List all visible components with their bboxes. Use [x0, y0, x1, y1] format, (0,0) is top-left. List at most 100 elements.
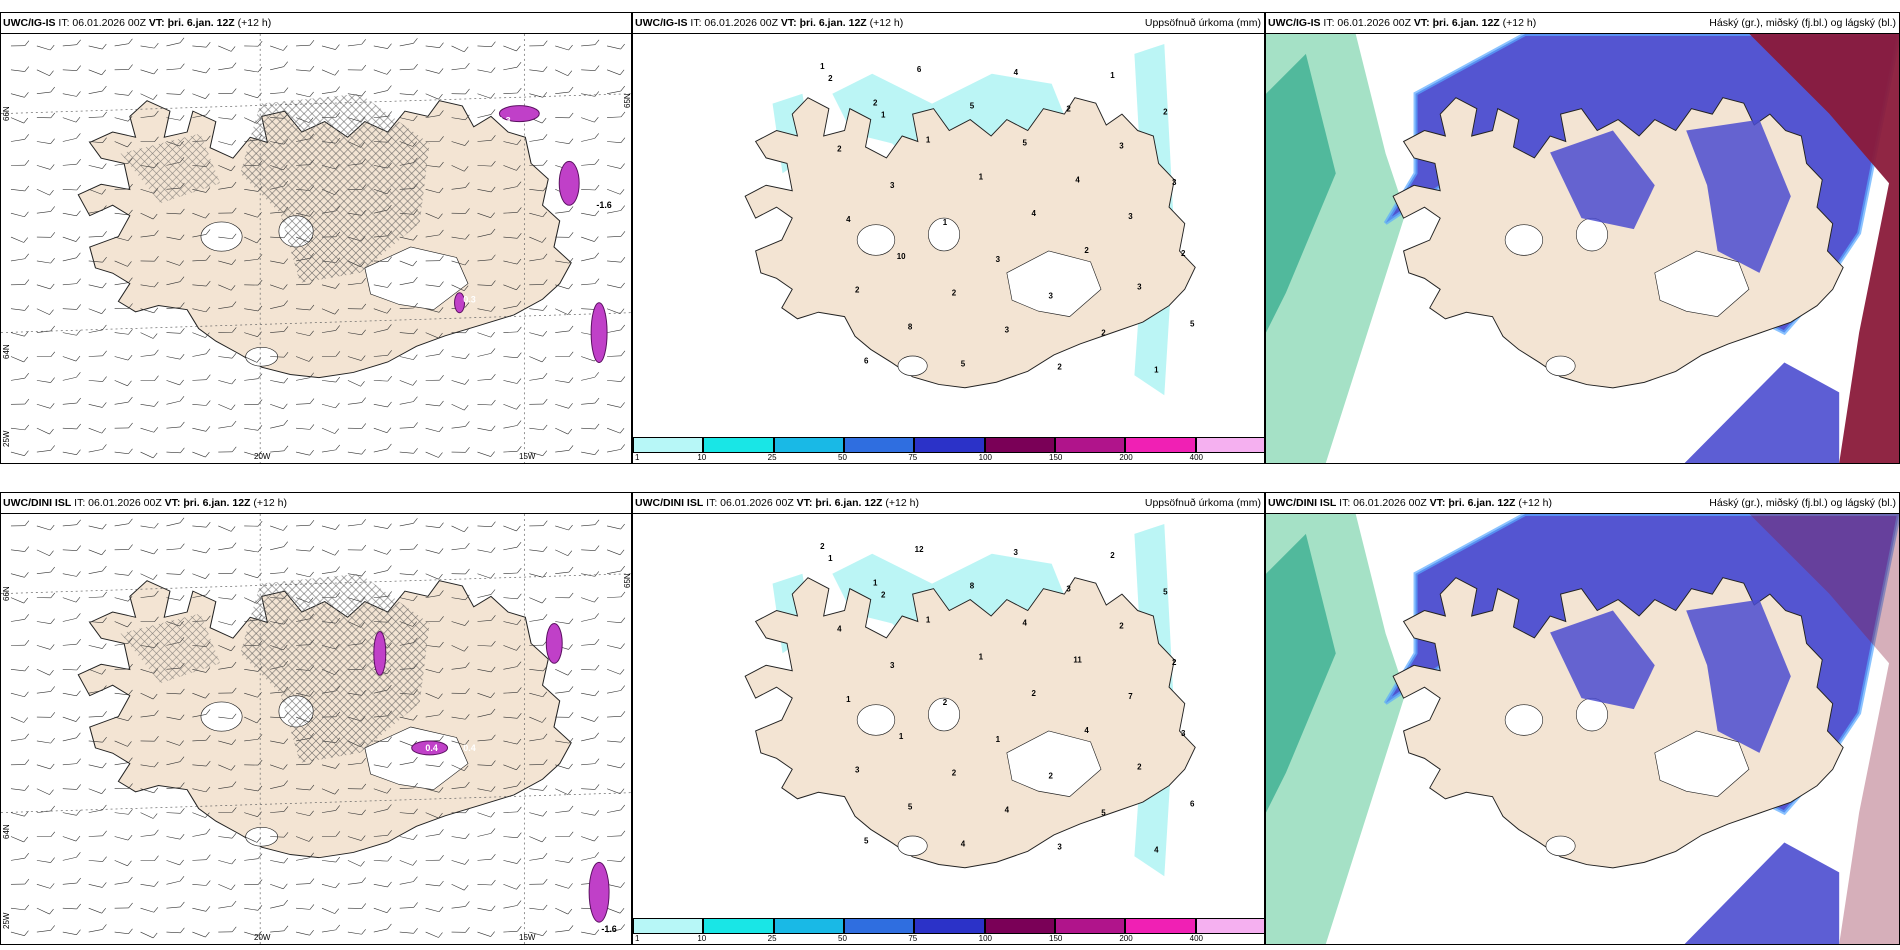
wind-barb: [88, 308, 106, 314]
glacier-hofsjokull: [927, 217, 961, 252]
wind-barb: [114, 38, 133, 47]
wind-barb: [88, 350, 107, 357]
lat-label-66n: 66N: [2, 106, 11, 121]
wind-barb: [399, 380, 417, 386]
glacier-myrdalsjokull: [1545, 355, 1576, 377]
wind-barb: [451, 234, 470, 240]
wind-barb: [477, 905, 496, 912]
mid-cloud-over-land-east: [1686, 119, 1791, 273]
wind-barb: [114, 876, 133, 885]
wind-barb: [296, 520, 315, 527]
map-clouds[interactable]: [1266, 514, 1899, 944]
wind-barb: [88, 69, 106, 76]
glacier-vatnajokull: [1006, 250, 1102, 317]
wind-barb: [425, 110, 444, 118]
wind-barb: [425, 854, 444, 861]
wind-barb: [114, 809, 133, 815]
wind-barb: [62, 664, 81, 671]
wind-barb: [36, 644, 55, 650]
wind-barb: [36, 883, 55, 889]
wind-barb: [607, 856, 626, 862]
wind-barb: [425, 93, 443, 100]
map-precip[interactable]: 1 2 1 1 4 2 3 5 6 6 5 5 4 3 2 2 8 5 4 2 3 3 4 10 2 3 2 1 2 2 3 1 3 3 2 1 2 1: [633, 34, 1264, 435]
wind-barb: [529, 211, 548, 218]
wind-barb: [425, 812, 443, 819]
wind-barb: [503, 403, 521, 410]
wind-barb: [10, 134, 29, 142]
wind-barb: [88, 549, 106, 556]
wind-barb: [218, 446, 237, 453]
lat-label-65n-right: 65N: [623, 93, 632, 108]
wind-barb: [477, 228, 496, 238]
wind-barb: [296, 40, 315, 47]
wind-barb: [218, 165, 236, 172]
wind-barb: [477, 425, 496, 432]
wind-barb: [36, 283, 55, 290]
wind-barb: [218, 781, 237, 790]
precip-value-label: 3: [1048, 292, 1053, 301]
wind-barb: [373, 762, 392, 768]
wind-barb: [218, 764, 236, 771]
wind-barb: [451, 884, 469, 891]
wind-barb: [244, 254, 263, 262]
precip-value-label: 6: [917, 65, 922, 74]
wind-barb: [555, 377, 574, 383]
wind-barb: [607, 830, 626, 837]
wind-barb: [36, 112, 56, 119]
wind-barb: [114, 740, 132, 747]
wind-barb: [425, 787, 444, 793]
glacier-hofsjokull: [927, 697, 961, 732]
wind-barb: [140, 401, 159, 407]
colorbar-swatch: [703, 918, 774, 934]
wind-barb: [425, 692, 443, 699]
wind-barb: [529, 878, 548, 885]
wind-barb: [321, 788, 340, 795]
map-wind-icing[interactable]: -1.6 0.3 0.3: [1, 34, 631, 463]
wind-barb: [10, 904, 30, 911]
wind-barb: [503, 738, 522, 745]
wind-barb: [244, 879, 263, 885]
wind-barb: [606, 907, 625, 914]
icing-label: 0.3: [498, 116, 510, 126]
wind-barb: [244, 785, 263, 792]
precip-value-label: 4: [1014, 68, 1019, 77]
wind-barb: [606, 188, 625, 195]
wind-barb: [62, 236, 81, 242]
map-precip[interactable]: 2 1 1 1 2 4 2 6 5 12 8 4 11 7 3 3 5 4 3 3 2 2 1 1 2 4 3 2 5 4 3 2 1 2 5 4 1 2: [633, 514, 1264, 916]
wind-barb: [166, 353, 185, 360]
wind-barb: [114, 715, 133, 721]
wind-barb: [192, 786, 211, 793]
wind-barb: [373, 256, 392, 262]
iceland-landmass: [1392, 97, 1844, 389]
precip-value-label: 4: [1075, 175, 1080, 184]
wind-barb: [425, 400, 444, 407]
wind-barb: [62, 184, 81, 191]
wind-barb: [36, 592, 56, 599]
wind-barb: [140, 881, 159, 887]
wind-barb: [10, 639, 30, 646]
mid-cloud-south: [1684, 842, 1840, 944]
wind-barb: [503, 45, 521, 52]
glacier-langjokull: [200, 221, 243, 252]
wind-barb: [114, 783, 133, 790]
wind-barb: [425, 906, 444, 913]
colorbar-label: 50: [838, 934, 847, 943]
wind-barb: [192, 306, 211, 313]
wind-barb: [192, 348, 211, 357]
iceland-landmass: [744, 577, 1196, 869]
map-wind-icing[interactable]: -1.6 0.4 0.4: [1, 514, 631, 944]
panel-title: Háský (gr.), miðský (fj.bl.) og lágský (…: [1709, 497, 1896, 509]
mid-cloud-over-land: [1550, 610, 1655, 710]
wind-barb: [218, 713, 237, 720]
panel-dini-clouds: UWC/DINI ISL IT: 06.01.2026 00Z VT: þri.…: [1265, 492, 1900, 945]
wind-barb: [62, 613, 81, 622]
wind-barb: [270, 445, 289, 453]
wind-barb: [218, 661, 237, 670]
map-clouds[interactable]: [1266, 34, 1899, 463]
wind-barb: [10, 253, 29, 262]
wind-barb: [581, 91, 600, 97]
wind-barb: [62, 372, 81, 381]
wind-barb: [114, 209, 133, 216]
wind-barb: [62, 852, 81, 861]
wind-barb: [140, 212, 158, 220]
